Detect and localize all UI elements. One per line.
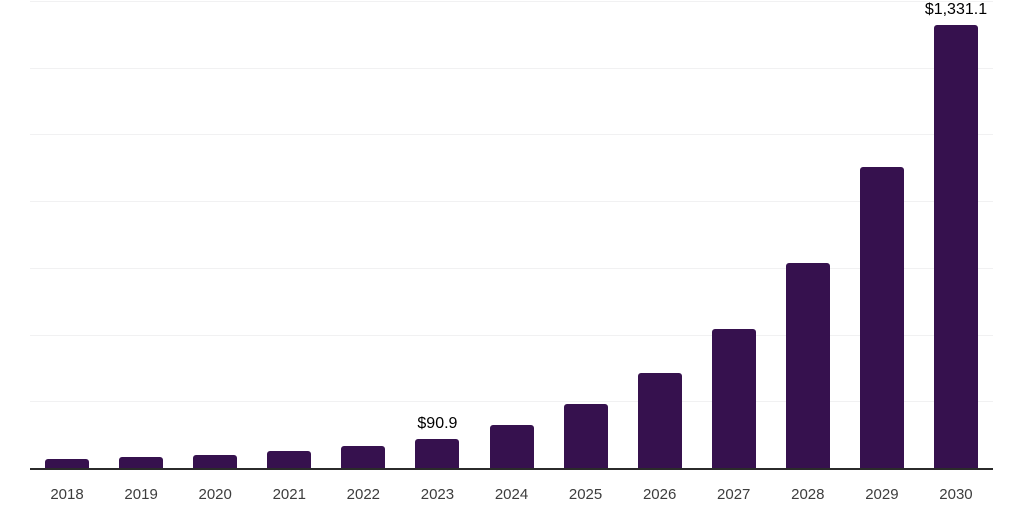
x-tick-label-2024: 2024 <box>494 486 529 503</box>
x-tick-label-2022: 2022 <box>346 486 381 503</box>
bar-2022 <box>341 445 386 469</box>
gridline <box>30 1 993 2</box>
x-tick-label-2027: 2027 <box>717 486 751 503</box>
gridline <box>30 401 993 403</box>
bar-2026 <box>637 373 682 469</box>
x-tick-label-2030: 2030 <box>939 486 973 503</box>
bar-2028 <box>785 262 830 469</box>
bar-2027 <box>711 328 756 469</box>
bar-2023 <box>415 438 460 469</box>
bar-2019 <box>119 457 164 469</box>
bar-2024 <box>489 424 534 469</box>
bar-2025 <box>563 403 608 469</box>
x-tick-label-2020: 2020 <box>198 486 232 503</box>
gridline <box>30 334 993 336</box>
x-tick-label-2019: 2019 <box>124 486 158 503</box>
bar-2018 <box>45 458 90 469</box>
x-tick-label-2018: 2018 <box>50 486 84 503</box>
bar-2030 <box>933 24 978 469</box>
gridline <box>30 134 993 136</box>
x-axis-line <box>30 468 993 470</box>
bar-2021 <box>267 451 312 469</box>
x-tick-label-2025: 2025 <box>568 486 603 503</box>
gridline <box>30 267 993 269</box>
gridline <box>30 201 993 203</box>
x-tick-label-2026: 2026 <box>642 486 677 503</box>
bar-2020 <box>193 454 238 469</box>
x-tick-label-2029: 2029 <box>865 486 899 503</box>
x-tick-label-2028: 2028 <box>791 486 825 503</box>
x-tick-label-2021: 2021 <box>272 486 306 503</box>
bar-value-label-2023: $90.9 <box>417 414 458 432</box>
bar-2029 <box>859 166 904 469</box>
x-tick-label-2023: 2023 <box>420 486 455 503</box>
gridline <box>30 67 993 69</box>
bar-value-label-2030: $1,331.1 <box>924 0 988 18</box>
